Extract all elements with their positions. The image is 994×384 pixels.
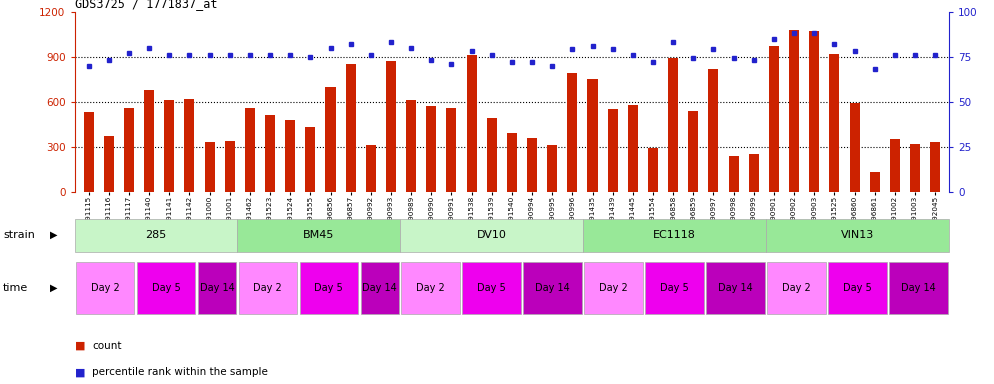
Text: Day 5: Day 5 bbox=[843, 283, 872, 293]
Bar bbox=[407, 100, 416, 192]
Bar bbox=[238, 219, 400, 252]
Text: time: time bbox=[3, 283, 28, 293]
Bar bbox=[587, 79, 597, 192]
Bar bbox=[164, 100, 174, 192]
Text: Day 2: Day 2 bbox=[253, 283, 282, 293]
Text: count: count bbox=[92, 341, 122, 351]
Bar bbox=[628, 105, 638, 192]
Text: Day 2: Day 2 bbox=[782, 283, 811, 293]
Text: Day 2: Day 2 bbox=[599, 283, 628, 293]
Bar bbox=[507, 133, 517, 192]
Bar bbox=[584, 262, 643, 314]
Bar bbox=[285, 120, 295, 192]
Text: percentile rank within the sample: percentile rank within the sample bbox=[92, 367, 268, 377]
Bar bbox=[523, 262, 581, 314]
Bar bbox=[809, 31, 819, 192]
Text: Day 5: Day 5 bbox=[314, 283, 343, 293]
Bar bbox=[829, 54, 839, 192]
Text: ▶: ▶ bbox=[50, 283, 58, 293]
Bar bbox=[607, 109, 617, 192]
Bar bbox=[137, 262, 196, 314]
Bar bbox=[245, 108, 254, 192]
Bar bbox=[144, 90, 154, 192]
Bar bbox=[828, 262, 887, 314]
Bar bbox=[205, 142, 215, 192]
Bar bbox=[426, 106, 436, 192]
Bar bbox=[709, 69, 719, 192]
Text: strain: strain bbox=[3, 230, 35, 240]
Bar bbox=[325, 87, 336, 192]
Bar bbox=[645, 262, 704, 314]
Bar bbox=[225, 141, 235, 192]
Bar bbox=[870, 172, 880, 192]
Text: ▶: ▶ bbox=[50, 230, 58, 240]
Bar bbox=[527, 138, 537, 192]
Bar bbox=[668, 58, 678, 192]
Bar bbox=[568, 73, 578, 192]
Text: EC1118: EC1118 bbox=[653, 230, 696, 240]
Bar bbox=[446, 108, 456, 192]
Bar bbox=[400, 219, 583, 252]
Text: BM45: BM45 bbox=[303, 230, 334, 240]
Bar bbox=[767, 262, 826, 314]
Bar bbox=[361, 262, 399, 314]
Text: Day 2: Day 2 bbox=[90, 283, 119, 293]
Text: Day 14: Day 14 bbox=[902, 283, 936, 293]
Bar bbox=[890, 139, 900, 192]
Bar bbox=[769, 46, 779, 192]
Bar bbox=[83, 112, 93, 192]
Bar bbox=[930, 142, 940, 192]
Bar bbox=[346, 64, 356, 192]
Bar bbox=[766, 219, 949, 252]
Bar bbox=[103, 136, 114, 192]
Bar bbox=[402, 262, 460, 314]
Bar bbox=[124, 108, 134, 192]
Bar bbox=[789, 30, 799, 192]
Bar bbox=[890, 262, 948, 314]
Bar bbox=[547, 146, 558, 192]
Bar bbox=[198, 262, 236, 314]
Bar bbox=[75, 219, 238, 252]
Bar bbox=[707, 262, 765, 314]
Bar bbox=[366, 146, 376, 192]
Bar bbox=[910, 144, 920, 192]
Bar bbox=[748, 154, 758, 192]
Text: ■: ■ bbox=[75, 367, 85, 377]
Bar bbox=[466, 55, 477, 192]
Bar bbox=[729, 156, 739, 192]
Text: 285: 285 bbox=[145, 230, 167, 240]
Text: Day 14: Day 14 bbox=[535, 283, 570, 293]
Bar bbox=[265, 115, 275, 192]
Text: ■: ■ bbox=[75, 341, 85, 351]
Text: GDS3725 / 1771837_at: GDS3725 / 1771837_at bbox=[75, 0, 217, 10]
Bar bbox=[305, 127, 315, 192]
Bar bbox=[648, 148, 658, 192]
Bar bbox=[462, 262, 521, 314]
Text: Day 14: Day 14 bbox=[719, 283, 753, 293]
Text: Day 5: Day 5 bbox=[477, 283, 506, 293]
Bar bbox=[583, 219, 766, 252]
Text: Day 5: Day 5 bbox=[152, 283, 181, 293]
Text: VIN13: VIN13 bbox=[841, 230, 875, 240]
Bar bbox=[487, 118, 497, 192]
Bar bbox=[185, 99, 195, 192]
Text: Day 14: Day 14 bbox=[200, 283, 235, 293]
Bar bbox=[76, 262, 134, 314]
Text: Day 5: Day 5 bbox=[660, 283, 689, 293]
Text: DV10: DV10 bbox=[477, 230, 507, 240]
Bar bbox=[688, 111, 699, 192]
Bar bbox=[239, 262, 297, 314]
Bar bbox=[386, 61, 396, 192]
Text: Day 14: Day 14 bbox=[362, 283, 397, 293]
Bar bbox=[299, 262, 358, 314]
Bar bbox=[850, 103, 860, 192]
Text: Day 2: Day 2 bbox=[416, 283, 445, 293]
